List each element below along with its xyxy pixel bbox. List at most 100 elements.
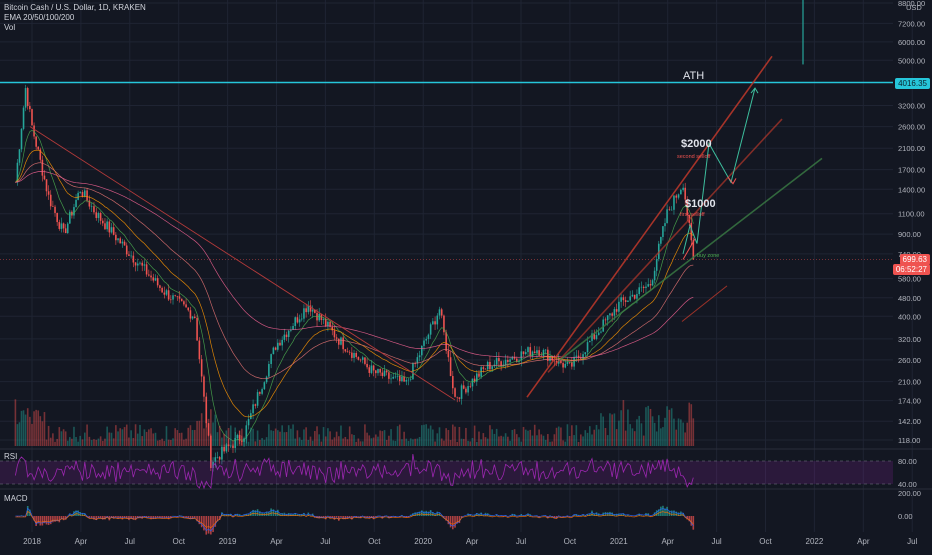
candle-body <box>347 351 349 352</box>
candle-body <box>664 223 666 226</box>
volume-bar <box>478 432 480 446</box>
volume-bar <box>390 429 392 446</box>
volume-bar <box>203 428 205 446</box>
candle-body <box>529 347 531 356</box>
buy-zone-annotation: buy zone <box>697 253 719 259</box>
volume-bar <box>86 424 88 446</box>
candle-body <box>450 357 452 376</box>
volume-bar <box>351 434 353 446</box>
volume-bar <box>358 439 360 446</box>
volume-bar <box>654 423 656 446</box>
macd-histogram-bar <box>423 511 425 516</box>
candle-body <box>428 335 430 339</box>
volume-bar <box>452 425 454 446</box>
time-axis-label: 2021 <box>610 537 628 546</box>
volume-bar <box>434 442 436 446</box>
candle-body <box>589 341 591 342</box>
volume-bar <box>392 441 394 446</box>
volume-bar <box>223 434 225 446</box>
candle-body <box>538 350 540 356</box>
volume-bar <box>349 426 351 446</box>
price-axis-label: 480.00 <box>898 294 921 303</box>
volume-bar <box>541 434 543 446</box>
volume-bar <box>483 433 485 446</box>
ema-indicator-label[interactable]: EMA 20/50/100/200 <box>4 13 146 23</box>
candle-body <box>351 353 353 358</box>
volume-bar <box>17 424 19 446</box>
volume-bar <box>106 427 108 446</box>
volume-bar <box>33 411 35 446</box>
volume-bar <box>684 432 686 446</box>
candle-body <box>607 315 609 320</box>
candle-body <box>467 386 469 392</box>
candle-body <box>397 376 399 377</box>
candle-body <box>616 309 618 312</box>
candle-body <box>130 256 132 257</box>
candle-body <box>362 357 364 359</box>
candle-body <box>77 193 79 200</box>
volume-bar <box>155 433 157 446</box>
candle-body <box>345 349 347 351</box>
candle-body <box>406 380 408 382</box>
volume-bar <box>487 439 489 446</box>
candle-body <box>137 264 139 266</box>
volume-bar <box>194 430 196 446</box>
volume-bar <box>69 437 71 446</box>
candle-body <box>632 295 634 297</box>
candle-body <box>364 357 366 364</box>
candle-body <box>605 319 607 320</box>
volume-bar <box>93 439 95 446</box>
volume-bar <box>650 409 652 446</box>
volume-bar <box>42 421 44 446</box>
volume-bar <box>584 430 586 446</box>
price-axis-label: 2600.00 <box>898 123 925 132</box>
volume-bar <box>425 424 427 446</box>
volume-bar <box>629 424 631 446</box>
candle-body <box>598 333 600 336</box>
macd-histogram-bar <box>201 516 203 527</box>
candle-body <box>386 371 388 373</box>
volume-bar <box>576 425 578 446</box>
macd-pane-label[interactable]: MACD <box>4 494 28 503</box>
volume-bar <box>439 427 441 446</box>
candle-body <box>399 376 401 381</box>
macd-histogram-bar <box>77 511 79 516</box>
macd-histogram-bar <box>39 516 41 526</box>
volume-bar <box>417 439 419 446</box>
price-axis-label: 1400.00 <box>898 185 925 194</box>
volume-bar <box>144 429 146 446</box>
candle-body <box>525 352 527 354</box>
candle-body <box>652 280 654 285</box>
volume-bar <box>598 429 600 446</box>
volume-bar <box>480 439 482 446</box>
symbol-title[interactable]: Bitcoin Cash / U.S. Dollar, 1D, KRAKEN <box>4 3 146 13</box>
candle-body <box>620 297 622 302</box>
volume-bar <box>261 438 263 446</box>
macd-histogram-bar <box>666 507 668 516</box>
time-axis-label: Apr <box>857 537 870 546</box>
volume-bar <box>406 439 408 446</box>
volume-bar <box>199 421 201 446</box>
volume-bar <box>268 424 270 446</box>
candle-body <box>509 359 511 362</box>
candle-body <box>248 419 250 425</box>
volume-bar <box>177 430 179 446</box>
volume-bar <box>329 431 331 446</box>
time-axis-label: 2020 <box>414 537 432 546</box>
candle-body <box>534 352 536 353</box>
volume-bar <box>331 440 333 446</box>
volume-bar <box>419 437 421 446</box>
volume-bar <box>384 430 386 446</box>
candle-body <box>25 88 27 108</box>
macd-histogram-bar <box>452 516 454 529</box>
volume-bar <box>573 435 575 446</box>
rsi-axis-label: 40.00 <box>898 480 917 489</box>
candle-body <box>86 190 88 200</box>
candle-body <box>675 196 677 198</box>
volume-indicator-label[interactable]: Vol <box>4 23 146 33</box>
rsi-pane-label[interactable]: RSI <box>4 452 17 461</box>
volume-bar <box>690 404 692 446</box>
candle-body <box>277 343 279 350</box>
